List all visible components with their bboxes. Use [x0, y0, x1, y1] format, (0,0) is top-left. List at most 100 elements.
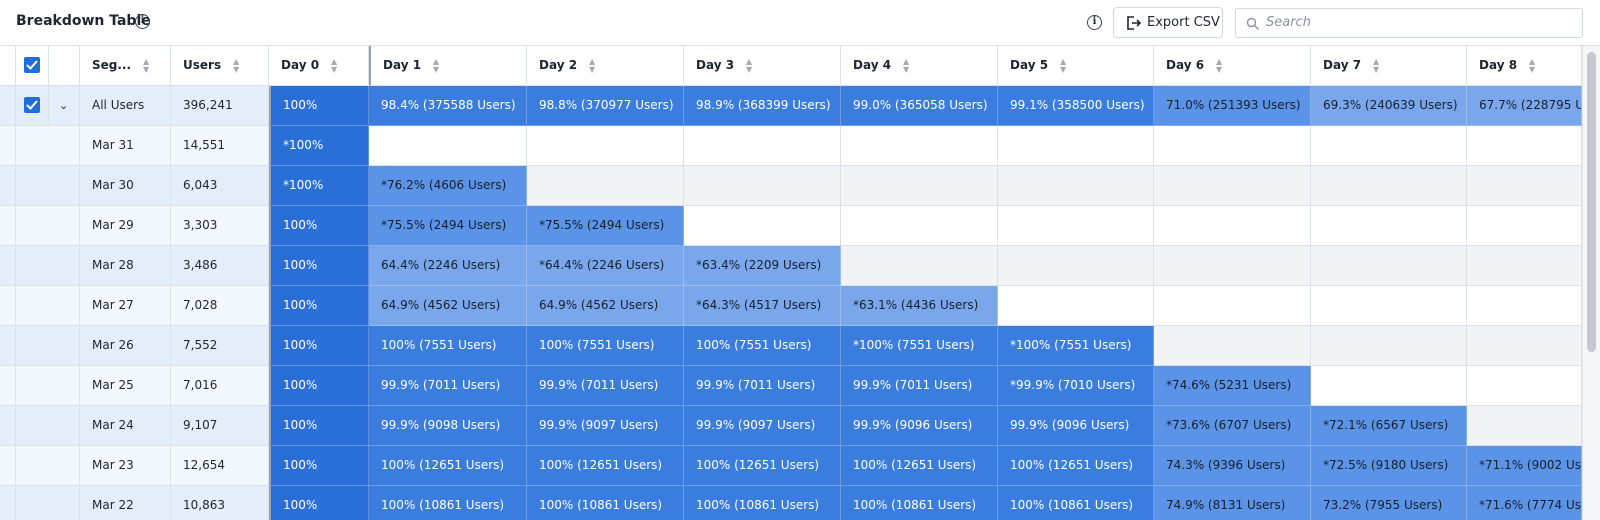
retention-cell[interactable]: *75.5% (2494 Users)	[369, 206, 527, 246]
retention-cell[interactable]: 99.9% (9098 Users)	[369, 406, 527, 446]
retention-cell[interactable]: 100%	[269, 366, 369, 406]
retention-cell[interactable]: 100% (12651 Users)	[998, 446, 1154, 486]
scrollbar[interactable]	[1582, 46, 1600, 520]
export-button[interactable]: Export CSV	[1113, 7, 1223, 38]
column-header[interactable]: Day 3 ▲ ▼	[684, 46, 841, 86]
retention-cell[interactable]: 99.9% (7011 Users)	[369, 366, 527, 406]
retention-cell[interactable]: 100%	[269, 326, 369, 366]
retention-cell[interactable]: 98.4% (375588 Users)	[369, 86, 527, 126]
sort-icon[interactable]: ▲ ▼	[433, 56, 440, 74]
retention-cell[interactable]: 100%	[269, 246, 369, 286]
retention-cell-text: 100%	[283, 458, 318, 472]
retention-cell[interactable]: *71.6% (7774 Users)	[1467, 486, 1582, 520]
retention-cell[interactable]: 99.9% (9096 Users)	[998, 406, 1154, 446]
column-header[interactable]: Day 7 ▲ ▼	[1311, 46, 1467, 86]
column-header[interactable]: Day 5 ▲ ▼	[998, 46, 1154, 86]
column-header[interactable]: Day 2 ▲ ▼	[527, 46, 684, 86]
retention-cell[interactable]: *74.6% (5231 Users)	[1154, 366, 1311, 406]
sort-icon[interactable]: ▲ ▼	[1529, 56, 1536, 74]
row-select[interactable]	[16, 86, 49, 126]
retention-cell[interactable]: 100% (12651 Users)	[841, 446, 998, 486]
search-input[interactable]: Search	[1235, 8, 1583, 38]
retention-cell[interactable]: *100% (7551 Users)	[841, 326, 998, 366]
retention-cell[interactable]: 99.9% (7011 Users)	[684, 366, 841, 406]
retention-cell[interactable]: *73.6% (6707 Users)	[1154, 406, 1311, 446]
retention-cell[interactable]: *72.5% (9180 Users)	[1311, 446, 1467, 486]
retention-cell[interactable]: 99.9% (9096 Users)	[841, 406, 998, 446]
retention-cell[interactable]: 99.9% (9097 Users)	[684, 406, 841, 446]
retention-cell[interactable]: 67.7% (228795 Users)	[1467, 86, 1582, 126]
retention-cell[interactable]: 74.9% (8131 Users)	[1154, 486, 1311, 520]
retention-cell[interactable]: *76.2% (4606 Users)	[369, 166, 527, 206]
retention-cell[interactable]: 99.0% (365058 Users)	[841, 86, 998, 126]
column-header[interactable]: Day 8 ▲ ▼	[1467, 46, 1582, 86]
retention-cell-text: *64.3% (4517 Users)	[696, 298, 822, 312]
sort-icon[interactable]: ▲ ▼	[1216, 56, 1223, 74]
sort-icon[interactable]: ▲ ▼	[143, 56, 150, 74]
retention-cell[interactable]: 98.9% (368399 Users)	[684, 86, 841, 126]
retention-cell[interactable]: 64.4% (2246 Users)	[369, 246, 527, 286]
column-header[interactable]: Users ▲ ▼	[171, 46, 269, 86]
sort-icon[interactable]: ▲ ▼	[903, 56, 910, 74]
retention-cell[interactable]: *64.4% (2246 Users)	[527, 246, 684, 286]
retention-cell[interactable]: 69.3% (240639 Users)	[1311, 86, 1467, 126]
retention-cell[interactable]: 100% (12651 Users)	[527, 446, 684, 486]
retention-cell[interactable]: 99.9% (9097 Users)	[527, 406, 684, 446]
retention-cell[interactable]: 100% (10861 Users)	[998, 486, 1154, 520]
retention-cell[interactable]: 64.9% (4562 Users)	[527, 286, 684, 326]
retention-cell[interactable]: 98.8% (370977 Users)	[527, 86, 684, 126]
column-header[interactable]: Day 1 ▲ ▼	[369, 46, 527, 86]
retention-cell[interactable]: 99.1% (358500 Users)	[998, 86, 1154, 126]
retention-cell[interactable]: *71.1% (9002 Users)	[1467, 446, 1582, 486]
checkbox[interactable]	[16, 86, 49, 125]
retention-cell[interactable]: 100% (10861 Users)	[841, 486, 998, 520]
retention-cell[interactable]: 71.0% (251393 Users)	[1154, 86, 1311, 126]
retention-cell[interactable]: 100%	[269, 206, 369, 246]
retention-cell[interactable]: 100%	[269, 86, 369, 126]
retention-cell[interactable]: 100%	[269, 446, 369, 486]
retention-cell[interactable]: 100% (7551 Users)	[684, 326, 841, 366]
sort-icon[interactable]: ▲ ▼	[233, 56, 240, 74]
retention-cell[interactable]: *99.9% (7010 Users)	[998, 366, 1154, 406]
info-icon[interactable]: i	[1087, 15, 1102, 30]
retention-cell[interactable]: *72.1% (6567 Users)	[1311, 406, 1467, 446]
retention-cell[interactable]: *100% (7551 Users)	[998, 326, 1154, 366]
column-header[interactable]: Day 6 ▲ ▼	[1154, 46, 1311, 86]
retention-cell[interactable]: 100% (7551 Users)	[527, 326, 684, 366]
sort-icon[interactable]: ▲ ▼	[331, 56, 338, 74]
retention-cell[interactable]: 74.3% (9396 Users)	[1154, 446, 1311, 486]
retention-cell[interactable]: 99.9% (7011 Users)	[841, 366, 998, 406]
retention-cell[interactable]: 100% (10861 Users)	[684, 486, 841, 520]
retention-cell[interactable]: 73.2% (7955 Users)	[1311, 486, 1467, 520]
row-expand[interactable]: ⌄	[49, 86, 80, 126]
sort-icon[interactable]: ▲ ▼	[746, 56, 753, 74]
retention-cell[interactable]: *63.4% (2209 Users)	[684, 246, 841, 286]
retention-cell[interactable]: 99.9% (7011 Users)	[527, 366, 684, 406]
sort-icon[interactable]: ▲ ▼	[589, 56, 596, 74]
column-header[interactable]: Day 0 ▲ ▼	[269, 46, 369, 86]
retention-cell[interactable]: *100%	[269, 166, 369, 206]
column-header[interactable]: Seg... ▲ ▼	[80, 46, 171, 86]
sort-icon[interactable]: ▲ ▼	[1373, 56, 1380, 74]
sort-icon[interactable]: ▲ ▼	[1060, 56, 1067, 74]
retention-cell[interactable]: 100% (10861 Users)	[369, 486, 527, 520]
retention-cell[interactable]: *63.1% (4436 Users)	[841, 286, 998, 326]
retention-cell[interactable]: 64.9% (4562 Users)	[369, 286, 527, 326]
retention-cell[interactable]: 100%	[269, 486, 369, 520]
select-all[interactable]	[16, 46, 49, 86]
retention-cell[interactable]: 100% (10861 Users)	[527, 486, 684, 520]
scroll-thumb[interactable]	[1587, 52, 1596, 352]
column-header[interactable]: Day 4 ▲ ▼	[841, 46, 998, 86]
retention-cell[interactable]: *75.5% (2494 Users)	[527, 206, 684, 246]
info-icon[interactable]: i	[135, 14, 150, 29]
retention-cell[interactable]: 100% (12651 Users)	[684, 446, 841, 486]
retention-cell[interactable]: *100%	[269, 126, 369, 166]
retention-cell-text: 69.3% (240639 Users)	[1323, 98, 1458, 112]
retention-cell[interactable]: 100% (12651 Users)	[369, 446, 527, 486]
retention-cell[interactable]: 100%	[269, 406, 369, 446]
checkbox[interactable]	[16, 46, 49, 85]
retention-cell[interactable]: *64.3% (4517 Users)	[684, 286, 841, 326]
retention-cell[interactable]: 100% (7551 Users)	[369, 326, 527, 366]
empty-cell	[1154, 206, 1311, 246]
retention-cell[interactable]: 100%	[269, 286, 369, 326]
